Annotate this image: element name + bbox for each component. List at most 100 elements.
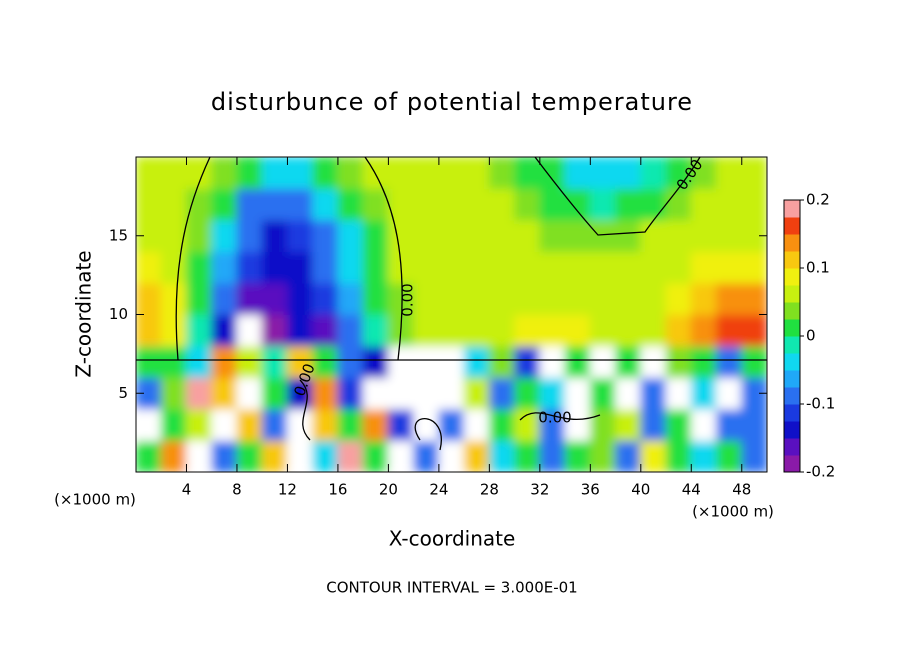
footer: CONTOUR INTERVAL = 3.000E-01 xyxy=(326,579,577,597)
x-tick-label: 48 xyxy=(732,481,751,499)
cell xyxy=(488,188,516,221)
cell xyxy=(211,377,238,410)
cell xyxy=(564,157,591,189)
cell xyxy=(615,345,642,378)
cell xyxy=(286,314,314,347)
cell xyxy=(716,219,743,252)
cell xyxy=(690,157,718,189)
cell xyxy=(312,282,339,315)
cell xyxy=(337,157,364,189)
cell xyxy=(741,314,767,347)
cell xyxy=(211,251,238,284)
cell xyxy=(690,345,718,378)
cell xyxy=(514,251,541,284)
cell xyxy=(539,440,566,472)
cell xyxy=(312,157,339,189)
cell xyxy=(514,188,541,221)
cell xyxy=(160,282,187,315)
cell xyxy=(236,282,263,315)
cell xyxy=(337,408,364,441)
cell xyxy=(741,345,767,378)
cell xyxy=(640,440,667,472)
x-tick-label: 32 xyxy=(530,481,549,499)
cell xyxy=(438,282,465,315)
cell xyxy=(136,440,162,472)
colorbar-tick-label: 0.1 xyxy=(806,259,830,277)
cell xyxy=(211,219,238,252)
cell xyxy=(665,282,692,315)
cell xyxy=(362,282,389,315)
cell xyxy=(261,219,288,252)
cell xyxy=(413,314,440,347)
cell xyxy=(716,282,743,315)
cell xyxy=(564,440,591,472)
cell xyxy=(211,314,238,347)
cell xyxy=(438,377,465,410)
cell xyxy=(413,219,440,252)
cell xyxy=(160,408,187,441)
cell xyxy=(387,440,415,472)
cell xyxy=(362,345,389,378)
cell xyxy=(741,188,767,221)
cell xyxy=(615,408,642,441)
cell xyxy=(539,188,566,221)
cell xyxy=(640,251,667,284)
cell xyxy=(160,345,187,378)
x-tick-label: 36 xyxy=(581,481,600,499)
cell xyxy=(438,440,465,472)
colorbar-tick-label: -0.2 xyxy=(806,463,835,481)
cell xyxy=(312,188,339,221)
cell xyxy=(640,345,667,378)
cell xyxy=(589,408,617,441)
cell xyxy=(413,157,440,189)
colorbar-swatch xyxy=(784,404,800,422)
cell xyxy=(463,188,490,221)
cell xyxy=(463,282,490,315)
cell xyxy=(261,345,288,378)
x-tick-label: 4 xyxy=(182,481,192,499)
cell xyxy=(185,314,213,347)
cell xyxy=(665,440,692,472)
cell xyxy=(741,408,767,441)
cell xyxy=(337,345,364,378)
cell xyxy=(589,377,617,410)
cell xyxy=(488,314,516,347)
x-tick-label: 8 xyxy=(232,481,242,499)
cell xyxy=(362,377,389,410)
cell xyxy=(665,251,692,284)
cell xyxy=(185,345,213,378)
cell xyxy=(312,251,339,284)
cell xyxy=(286,282,314,315)
cell xyxy=(665,188,692,221)
cell xyxy=(160,219,187,252)
cell xyxy=(236,188,263,221)
cell xyxy=(387,408,415,441)
cell xyxy=(185,440,213,472)
x-tick-label: 16 xyxy=(328,481,347,499)
cell xyxy=(337,251,364,284)
colorbar-swatch xyxy=(784,268,800,286)
cell xyxy=(690,282,718,315)
cell xyxy=(690,251,718,284)
cell xyxy=(615,219,642,252)
cell xyxy=(615,188,642,221)
contour xyxy=(364,157,403,361)
cell xyxy=(261,251,288,284)
chart-title: disturbunce of potential temperature xyxy=(211,88,693,116)
cell xyxy=(564,345,591,378)
cell xyxy=(488,219,516,252)
cell xyxy=(514,219,541,252)
cell xyxy=(261,377,288,410)
cell xyxy=(690,440,718,472)
cell xyxy=(413,377,440,410)
cell xyxy=(716,188,743,221)
cell xyxy=(488,440,516,472)
contour xyxy=(299,379,601,451)
cell xyxy=(716,377,743,410)
cell xyxy=(690,314,718,347)
cell xyxy=(312,219,339,252)
cell xyxy=(185,219,213,252)
cell xyxy=(337,377,364,410)
cell xyxy=(690,408,718,441)
